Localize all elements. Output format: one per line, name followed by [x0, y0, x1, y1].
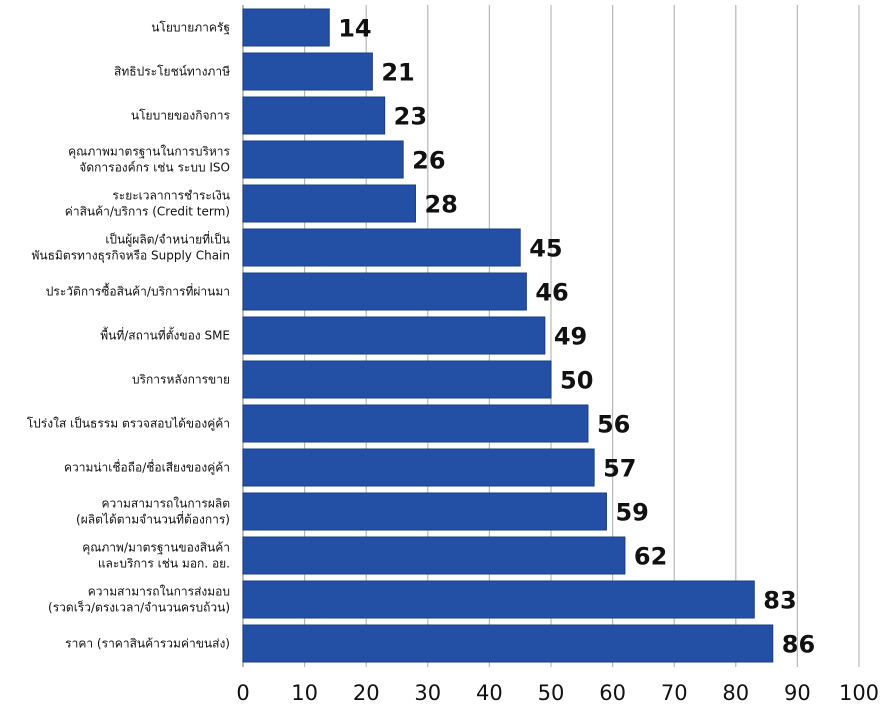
category-label: บริการหลังการขาย: [132, 373, 230, 387]
category-label: คุณภาพมาตรฐานในการบริหารจัดการองค์กร เช่…: [68, 145, 230, 175]
bar: [242, 52, 373, 91]
category-label: ราคา (ราคาสินค้ารวมค่าขนส่ง): [65, 637, 230, 651]
category-label: พื้นที่/สถานที่ตั้งของ SME: [100, 327, 230, 343]
bar: [242, 360, 552, 399]
data-label: 28: [424, 191, 457, 219]
category-label: เป็นผู้ผลิต/จำหน่ายที่เป็นพันธมิตรทางธุร…: [31, 231, 230, 264]
bar: [242, 184, 416, 223]
data-label: 86: [782, 631, 815, 659]
bar: [242, 140, 404, 179]
category-label: โปร่งใส เป็นธรรม ตรวจสอบได้ของคู่ค้า: [27, 416, 230, 432]
bar: [242, 228, 521, 267]
x-tick-label: 20: [353, 681, 380, 705]
x-tick-label: 50: [538, 681, 565, 705]
data-label: 57: [603, 455, 636, 483]
category-label: สิทธิประโยชน์ทางภาษี: [114, 65, 230, 79]
data-label: 23: [394, 103, 427, 131]
category-label: ประวัติการซื้อสินค้า/บริการที่ผ่านมา: [46, 283, 230, 299]
bar: [242, 8, 330, 47]
data-label: 50: [560, 367, 593, 395]
bar: [242, 316, 546, 355]
data-label: 62: [634, 543, 667, 571]
x-tick-label: 100: [839, 681, 879, 705]
bar: [242, 536, 626, 575]
category-label: นโยบายของกิจการ: [131, 109, 231, 123]
x-tick-label: 70: [661, 681, 688, 705]
bar: [242, 404, 589, 443]
x-tick-label: 10: [291, 681, 318, 705]
bar: [242, 624, 774, 663]
x-tick-label: 80: [722, 681, 749, 705]
x-tick-label: 30: [414, 681, 441, 705]
category-label: ความสามารถในการส่งมอบ(รวดเร็ว/ตรงเวลา/จำ…: [48, 585, 230, 615]
data-label: 83: [763, 587, 796, 615]
category-label: คุณภาพ/มาตรฐานของสินค้าและบริการ เช่น มอ…: [82, 541, 230, 571]
category-label: ระยะเวลาการชำระเงินค่าสินค้า/บริการ (Cre…: [65, 189, 230, 219]
x-tick-label: 40: [476, 681, 503, 705]
bar: [242, 580, 755, 619]
bar: [242, 448, 595, 487]
category-label: ความน่าเชื่อถือ/ชื่อเสียงของคู่ค้า: [64, 459, 230, 476]
data-label: 21: [381, 59, 414, 87]
data-label: 56: [597, 411, 630, 439]
x-tick-label: 90: [784, 681, 811, 705]
bar: [242, 492, 607, 531]
data-label: 14: [338, 15, 371, 43]
data-label: 46: [535, 279, 568, 307]
data-label: 26: [412, 147, 445, 175]
category-label: ความสามารถในการผลิต(ผลิตได้ตามจำนวนที่ต้…: [76, 497, 230, 527]
x-tick-label: 60: [599, 681, 626, 705]
data-label: 45: [529, 235, 562, 263]
bar: [242, 96, 386, 135]
x-tick-label: 0: [236, 681, 249, 705]
bar: [242, 272, 527, 311]
category-label: นโยบายภาครัฐ: [151, 21, 230, 35]
data-label: 49: [554, 323, 587, 351]
data-label: 59: [615, 499, 648, 527]
